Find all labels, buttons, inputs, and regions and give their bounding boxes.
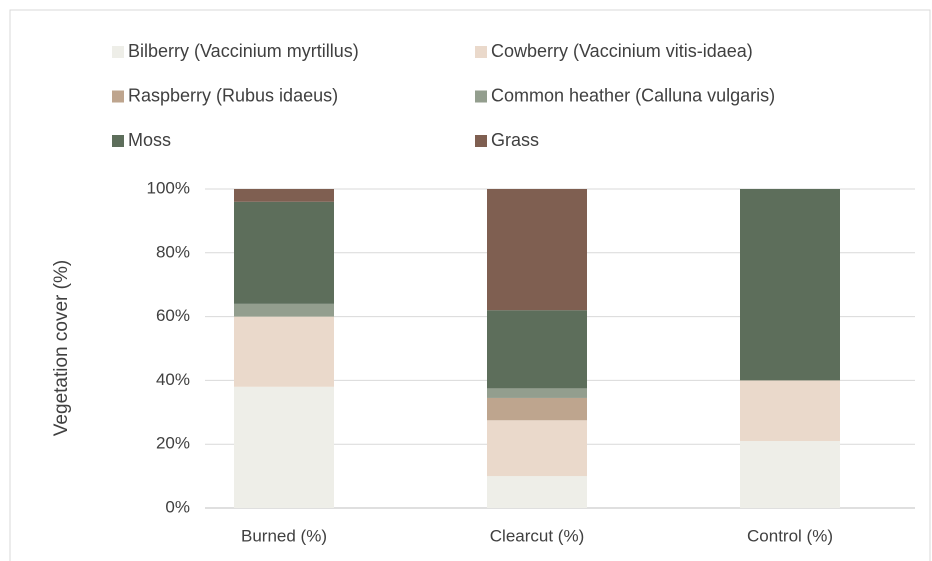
- x-tick-label: Clearcut (%): [490, 526, 584, 545]
- y-tick-label: 80%: [156, 242, 190, 261]
- legend-swatch: [112, 46, 124, 58]
- bar-segment: [487, 189, 587, 311]
- bar-segment: [234, 201, 334, 304]
- bar-segment: [234, 386, 334, 508]
- bar-segment: [740, 189, 840, 381]
- legend-swatch: [475, 46, 487, 58]
- legend-label: Raspberry (Rubus idaeus): [128, 85, 338, 105]
- y-tick-label: 40%: [156, 370, 190, 389]
- legend-swatch: [475, 135, 487, 147]
- legend-label: Bilberry (Vaccinium myrtillus): [128, 41, 359, 61]
- bar-segment: [487, 310, 587, 389]
- y-tick-label: 20%: [156, 434, 190, 453]
- legend-label: Cowberry (Vaccinium vitis-idaea): [491, 41, 753, 61]
- legend-swatch: [475, 90, 487, 103]
- y-tick-label: 60%: [156, 306, 190, 325]
- legend-label: Common heather (Calluna vulgaris): [491, 85, 775, 105]
- legend-swatch: [112, 135, 124, 147]
- bar-segment: [234, 189, 334, 202]
- legend-label: Grass: [491, 130, 539, 150]
- bar-segment: [234, 303, 334, 317]
- legend-label: Moss: [128, 130, 171, 150]
- y-tick-label: 0%: [165, 497, 190, 516]
- bar-segment: [487, 420, 587, 477]
- y-tick-label: 100%: [147, 178, 190, 197]
- chart-frame: [9, 9, 931, 561]
- bar-segment: [487, 397, 587, 421]
- bar-segment: [740, 380, 840, 442]
- bar-segment: [740, 441, 840, 508]
- bar-segment: [487, 476, 587, 508]
- x-tick-label: Burned (%): [241, 526, 327, 545]
- y-axis-title: Vegetation cover (%): [51, 260, 72, 436]
- bar-segment: [234, 316, 334, 387]
- legend-swatch: [112, 90, 124, 103]
- bar-segment: [487, 388, 587, 398]
- x-tick-label: Control (%): [747, 526, 833, 545]
